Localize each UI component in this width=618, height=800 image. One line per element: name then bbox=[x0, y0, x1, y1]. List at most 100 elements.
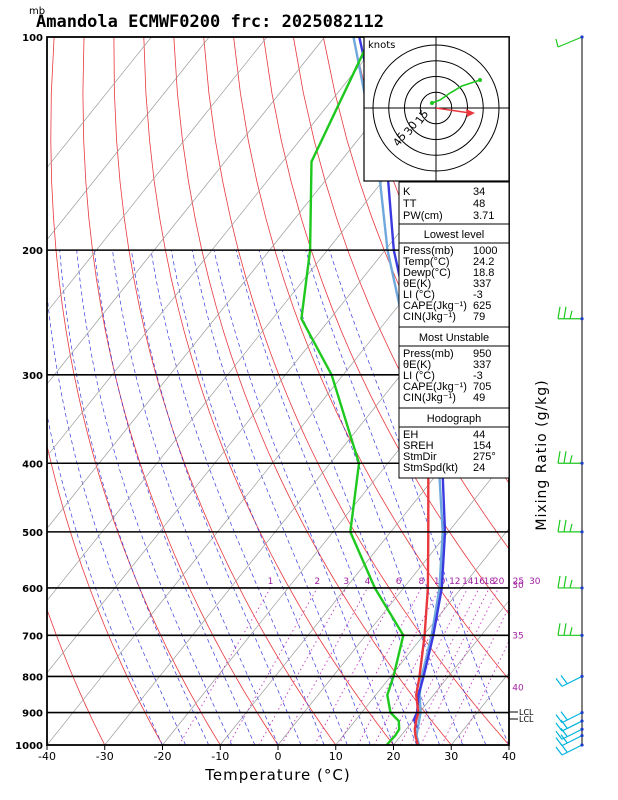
mixing-ratio-label: 4 bbox=[365, 577, 371, 587]
index-label: LI (°C) bbox=[403, 370, 435, 382]
index-label: Press(mb) bbox=[403, 245, 454, 257]
mixing-ratio-label: 16 bbox=[473, 577, 485, 587]
index-value: -3 bbox=[473, 370, 483, 382]
index-value: 275° bbox=[473, 451, 496, 463]
y-tick-label: 300 bbox=[22, 371, 43, 382]
dry-adiabat bbox=[593, 37, 618, 745]
isotherm bbox=[104, 239, 509, 745]
wind-barb bbox=[555, 743, 583, 756]
wind-barb bbox=[555, 711, 583, 724]
isotherm bbox=[47, 166, 509, 745]
storm-motion-vector bbox=[435, 107, 471, 114]
index-label: Dewp(°C) bbox=[403, 267, 451, 279]
hodograph-point bbox=[478, 78, 482, 82]
most-unstable-box bbox=[398, 326, 510, 409]
moist-adiabat bbox=[281, 250, 464, 745]
wind-barb bbox=[557, 451, 582, 464]
lcl-label: LCL bbox=[519, 708, 534, 717]
index-value: 24 bbox=[473, 462, 485, 474]
theta-e-label: 30 bbox=[512, 581, 524, 591]
hodograph-point bbox=[430, 101, 434, 105]
theta-e-label: 35 bbox=[512, 631, 523, 641]
index-value: 18.8 bbox=[473, 267, 494, 279]
wind-barb bbox=[555, 719, 583, 732]
moist-adiabat bbox=[112, 250, 279, 745]
mixing-ratio-line bbox=[338, 587, 422, 745]
index-label: StmDir bbox=[403, 451, 437, 463]
mixing-ratio-label: 30 bbox=[529, 577, 541, 587]
index-label: StmSpd(kt) bbox=[403, 462, 458, 474]
dry-adiabat bbox=[233, 37, 509, 681]
mixing-ratio-label: 25 bbox=[513, 577, 524, 587]
section-header: Most Unstable bbox=[419, 332, 489, 344]
wind-barb-dot bbox=[580, 461, 584, 465]
index-value: 34 bbox=[473, 186, 485, 198]
x-axis-label: Temperature (°C) bbox=[204, 766, 350, 784]
mixing-ratio-label: 8 bbox=[419, 577, 425, 587]
isotherm bbox=[508, 744, 509, 745]
index-label: EH bbox=[403, 429, 418, 441]
x-tick-label: -30 bbox=[96, 750, 114, 763]
wind-barb bbox=[555, 727, 583, 740]
x-tick-label: 40 bbox=[502, 750, 516, 763]
wind-barb-dot bbox=[580, 633, 584, 637]
y-tick-label: 200 bbox=[22, 246, 43, 257]
wind-barb bbox=[555, 36, 583, 48]
index-label: LI (°C) bbox=[403, 289, 435, 301]
index-label: CAPE(Jkg⁻¹) bbox=[403, 381, 467, 393]
mixing-ratio-label: 2 bbox=[314, 577, 320, 587]
isotherm bbox=[47, 37, 441, 529]
mixing-ratio-label: 12 bbox=[449, 577, 460, 587]
index-label: CIN(Jkg⁻¹) bbox=[403, 392, 456, 404]
dry-adiabat bbox=[47, 608, 106, 745]
x-tick-label: 20 bbox=[387, 750, 401, 763]
index-value: 154 bbox=[473, 440, 491, 452]
index-value: 3.71 bbox=[473, 210, 494, 222]
index-value: 337 bbox=[473, 359, 491, 371]
wind-barb-dot bbox=[580, 743, 584, 747]
series-dewpoint-line bbox=[300, 37, 405, 745]
dry-adiabat bbox=[82, 37, 279, 745]
mixing-ratio-label: 18 bbox=[484, 577, 496, 587]
lowest-level-box bbox=[398, 223, 510, 328]
isotherm bbox=[335, 527, 509, 745]
chart-title: Amandola ECMWF0200 frc: 2025082112 bbox=[36, 12, 384, 32]
dry-adiabat bbox=[47, 443, 163, 745]
isotherm bbox=[277, 455, 509, 745]
indices-top-box bbox=[398, 181, 510, 225]
isotherm bbox=[47, 37, 210, 241]
y-tick-label: 800 bbox=[22, 672, 43, 683]
y-axis-label: Mixing Ratio (g/kg) bbox=[534, 379, 550, 530]
index-value: 48 bbox=[473, 198, 485, 210]
isotherm bbox=[393, 600, 509, 745]
mixing-ratio-line bbox=[441, 605, 509, 745]
pressure-units: mb bbox=[29, 6, 45, 17]
wind-barb-dot bbox=[580, 586, 584, 590]
dry-adiabat bbox=[113, 37, 337, 745]
mixing-ratio-line bbox=[228, 587, 318, 745]
index-value: -3 bbox=[473, 289, 483, 301]
hodograph-box-table bbox=[398, 407, 510, 479]
x-tick-label: 10 bbox=[329, 750, 343, 763]
wind-barb-dot bbox=[580, 317, 584, 321]
isotherm bbox=[47, 37, 383, 457]
moist-adiabat bbox=[191, 250, 371, 745]
mixing-ratio-label: 3 bbox=[343, 577, 349, 587]
x-tick-label: 0 bbox=[275, 750, 282, 763]
index-value: 44 bbox=[473, 429, 485, 441]
moist-adiabat bbox=[305, 249, 487, 745]
dry-adiabat bbox=[293, 37, 509, 550]
moist-adiabat bbox=[76, 250, 233, 745]
index-value: 1000 bbox=[473, 245, 497, 257]
index-value: 79 bbox=[473, 311, 485, 323]
wind-barb bbox=[557, 306, 582, 320]
wind-barb-dot bbox=[580, 35, 584, 39]
dry-adiabat bbox=[563, 37, 618, 745]
hodograph-units: knots bbox=[368, 40, 395, 51]
y-tick-label: 500 bbox=[22, 528, 43, 539]
x-tick-label: -40 bbox=[38, 750, 56, 763]
index-label: Temp(°C) bbox=[403, 256, 450, 268]
theta-e-label: 40 bbox=[512, 683, 524, 693]
index-value: 705 bbox=[473, 381, 491, 393]
